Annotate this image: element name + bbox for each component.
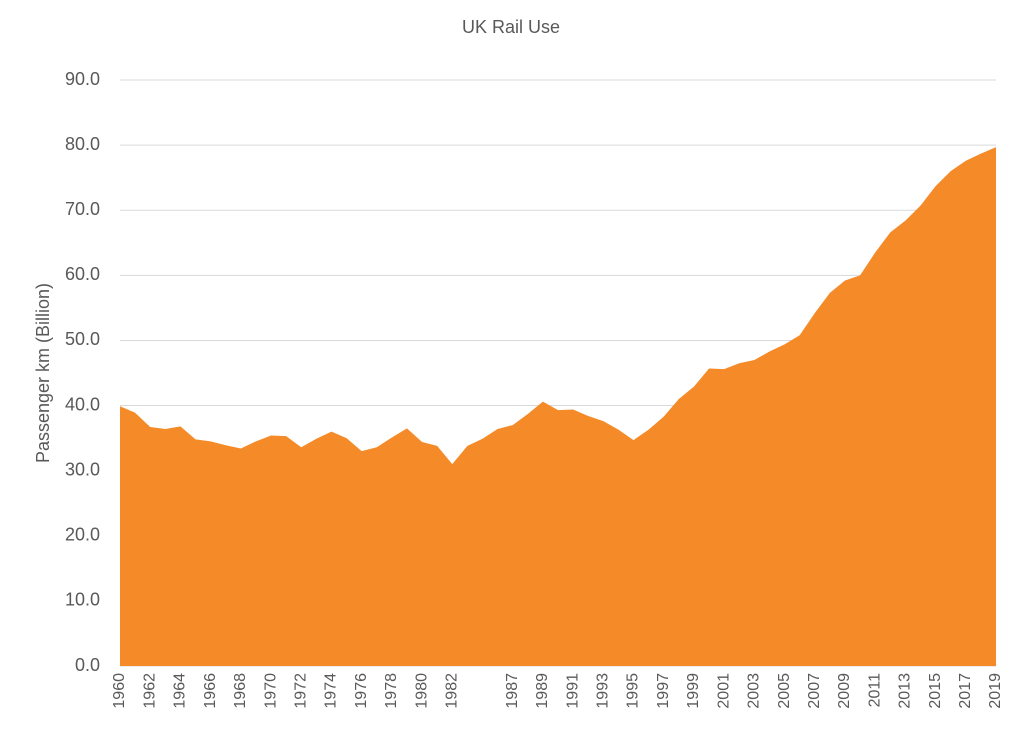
x-tick-label: 1980: [413, 673, 430, 709]
x-tick-label: 1987: [504, 673, 521, 709]
y-tick-label: 10.0: [65, 590, 100, 610]
x-tick-label: 1966: [202, 673, 219, 709]
x-tick-label: 1962: [141, 673, 158, 709]
x-tick-label: 1999: [685, 673, 702, 709]
x-tick-label: 2019: [987, 673, 1004, 709]
y-tick-label: 20.0: [65, 525, 100, 545]
x-tick-label: 1982: [443, 673, 460, 709]
x-tick-label: 1978: [383, 673, 400, 709]
y-tick-label: 30.0: [65, 459, 100, 479]
x-tick-label: 2003: [746, 673, 763, 709]
x-tick-label: 2011: [866, 673, 883, 708]
x-tick-label: 1991: [564, 673, 581, 709]
x-tick-label: 2017: [957, 673, 974, 709]
x-tick-label: 2005: [776, 673, 793, 709]
y-tick-label: 70.0: [65, 199, 100, 219]
y-axis-label: Passenger km (Billion): [33, 283, 53, 463]
chart-title: UK Rail Use: [462, 17, 560, 37]
y-tick-label: 90.0: [65, 69, 100, 89]
x-tick-label: 1968: [232, 673, 249, 709]
x-tick-label: 1976: [353, 673, 370, 709]
y-tick-label: 60.0: [65, 264, 100, 284]
x-tick-label: 1974: [323, 673, 340, 709]
x-tick-label: 1993: [595, 673, 612, 709]
x-tick-label: 1964: [172, 673, 189, 709]
y-tick-label: 80.0: [65, 134, 100, 154]
x-tick-label: 2009: [836, 673, 853, 709]
x-tick-label: 1997: [655, 673, 672, 709]
y-tick-label: 0.0: [75, 655, 100, 675]
x-tick-label: 2007: [806, 673, 823, 709]
x-tick-label: 2013: [897, 673, 914, 709]
area: [120, 147, 996, 666]
x-tick-label: 1970: [262, 673, 279, 709]
x-tick-label: 1995: [625, 673, 642, 709]
x-tick-label: 2001: [715, 673, 732, 709]
x-tick-label: 2015: [927, 673, 944, 709]
x-tick-label: 1989: [534, 673, 551, 709]
y-tick-label: 50.0: [65, 329, 100, 349]
y-tick-label: 40.0: [65, 394, 100, 414]
x-tick-label: 1960: [111, 673, 128, 709]
x-tick-label: 1972: [292, 673, 309, 709]
